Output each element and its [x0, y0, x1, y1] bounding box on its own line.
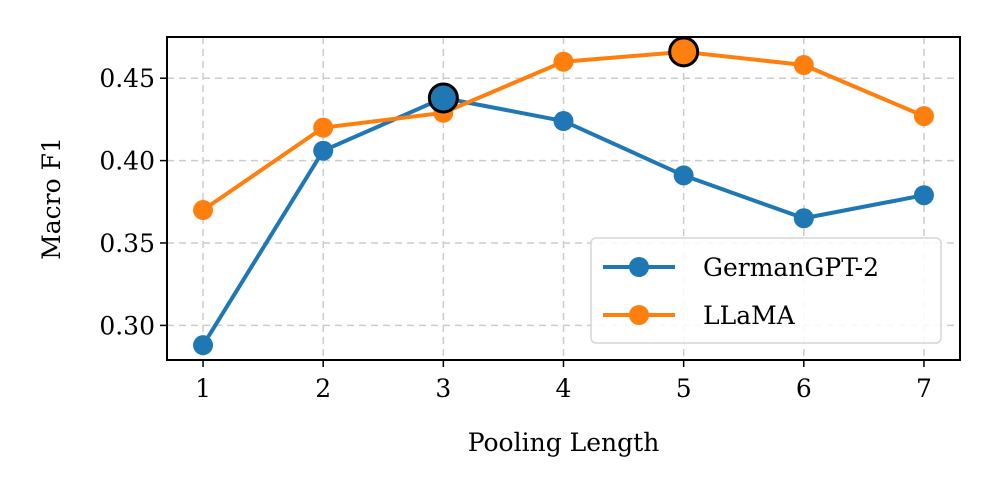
x-tick-label: 7 [916, 374, 932, 403]
data-point [793, 55, 814, 76]
x-tick-label: 6 [796, 374, 812, 403]
x-tick-label: 3 [435, 374, 451, 403]
y-tick-label: 0.40 [99, 147, 155, 176]
x-axis-ticks: 1 2 3 4 5 6 7 [195, 360, 932, 403]
data-point [193, 335, 214, 356]
data-point [913, 106, 934, 127]
highlighted-point [427, 82, 459, 114]
legend-marker [629, 257, 649, 277]
y-axis-ticks: 0.30 0.35 0.40 0.45 [99, 64, 167, 340]
y-axis-label: Macro F1 [37, 137, 66, 260]
data-point [313, 140, 334, 161]
data-point [553, 51, 574, 72]
y-tick-label: 0.45 [99, 64, 155, 93]
highlighted-points [427, 36, 700, 114]
data-point [793, 208, 814, 229]
data-point [673, 165, 694, 186]
x-tick-label: 5 [676, 374, 692, 403]
series-lines [193, 41, 934, 356]
x-tick-label: 4 [556, 374, 572, 403]
legend-box [590, 237, 942, 344]
y-tick-label: 0.35 [99, 229, 155, 258]
data-point [553, 111, 574, 132]
x-tick-label: 2 [315, 374, 331, 403]
legend-marker [629, 305, 649, 325]
y-tick-label: 0.30 [99, 311, 155, 340]
legend: GermanGPT-2 LLaMA [590, 237, 942, 344]
x-tick-label: 1 [195, 374, 211, 403]
legend-label: GermanGPT-2 [703, 253, 879, 282]
x-axis-label: Pooling Length [468, 428, 660, 457]
highlighted-point [668, 36, 700, 68]
data-point [313, 117, 334, 138]
data-point [913, 185, 934, 206]
data-point [193, 200, 214, 221]
legend-label: LLaMA [703, 301, 796, 330]
